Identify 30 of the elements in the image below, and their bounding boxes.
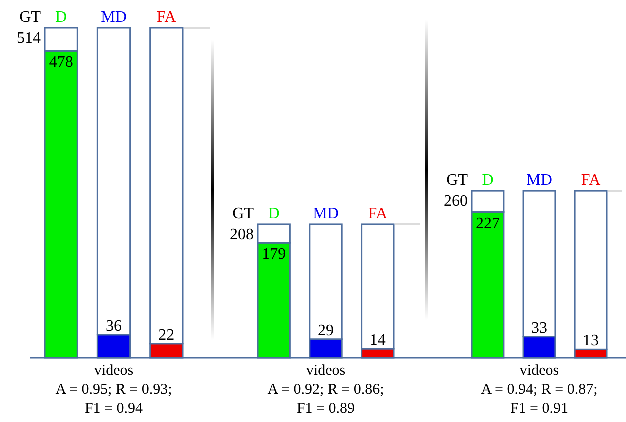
x-tick-label: FA [368, 205, 388, 222]
x-tick-label: FA [581, 172, 602, 190]
x-tick-label: MD [313, 205, 339, 222]
x-tick-label: MD [101, 9, 127, 26]
data-label: 13 [583, 332, 600, 350]
x-axis-title: videos [94, 363, 134, 379]
data-label: 478 [49, 54, 74, 72]
annotation: GT 208 [230, 205, 254, 244]
data-label: 227 [476, 215, 500, 232]
data-label: 14 [370, 332, 386, 350]
data-label: 22 [158, 326, 175, 344]
annotation: GT 514 [17, 9, 42, 47]
text: A = 0.95; R = 0.93; [56, 382, 172, 398]
data-label: 29 [318, 322, 334, 340]
x-axis-title: videos [520, 363, 560, 379]
x-tick-label: D [482, 172, 494, 190]
text: F1 = 0.89 [296, 401, 356, 417]
data-label: 33 [532, 320, 548, 337]
x-tick-label: FA [157, 9, 177, 26]
data-label: 36 [106, 318, 122, 335]
x-tick-label: MD [526, 172, 552, 190]
text: F1 = 0.91 [510, 401, 569, 417]
text: F1 = 0.94 [84, 401, 144, 417]
x-axis-title: videos [306, 363, 346, 379]
text: A = 0.92; R = 0.86; [268, 382, 384, 398]
x-tick-label: D [56, 9, 68, 26]
text: A = 0.94; R = 0.87; [481, 382, 598, 398]
annotation: GT 260 [444, 172, 468, 210]
x-tick-label: D [268, 205, 280, 222]
data-label: 179 [262, 246, 286, 264]
